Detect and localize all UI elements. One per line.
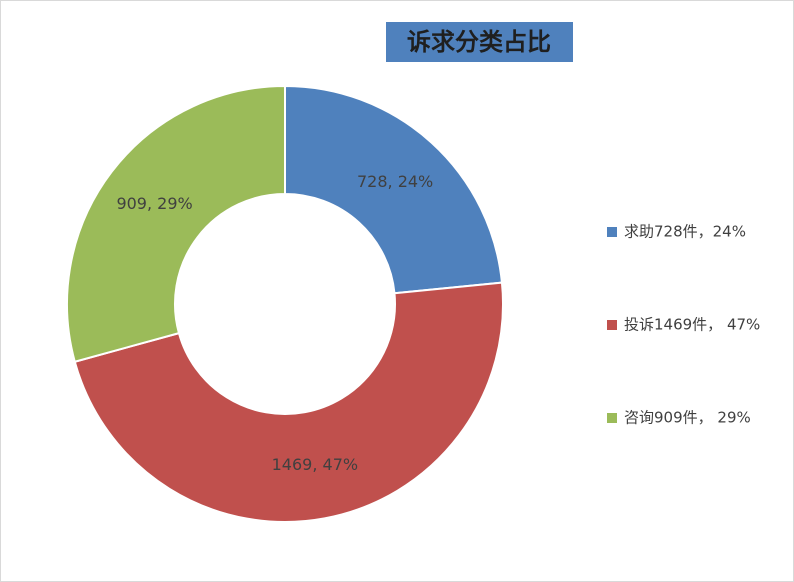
legend-swatch: [607, 413, 617, 423]
data-label: 728, 24%: [357, 172, 433, 191]
legend-label: 求助728件，24%: [624, 223, 746, 241]
donut-slice: [73, 281, 504, 523]
data-label: 909, 29%: [116, 194, 192, 213]
legend-swatch: [607, 320, 617, 330]
donut-slice: [66, 84, 286, 363]
legend-label: 咨询909件， 29%: [624, 409, 751, 427]
chart-title: 诉求分类占比: [407, 28, 551, 56]
donut-slice: [284, 84, 504, 295]
legend-label: 投诉1469件， 47%: [624, 316, 760, 334]
data-label: 1469, 47%: [272, 455, 358, 474]
legend-swatch: [607, 227, 617, 237]
title-box: [386, 22, 573, 62]
